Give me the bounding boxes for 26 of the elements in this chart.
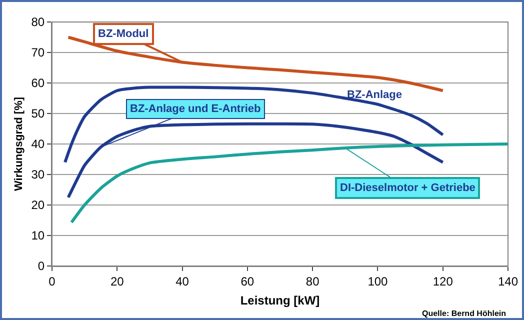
series-label: BZ-Anlage — [347, 89, 402, 101]
y-tick-label: 10 — [31, 228, 45, 243]
line-series — [70, 142, 508, 224]
y-tick-label: 50 — [31, 106, 45, 121]
x-tick-label: 40 — [176, 274, 190, 288]
y-tick-label: 80 — [31, 15, 45, 30]
y-tick-label: 0 — [38, 259, 45, 274]
y-tick-label: 20 — [31, 198, 45, 212]
x-tick-label: 20 — [110, 274, 124, 288]
series-label: BZ-Anlage und E-Antrieb — [130, 103, 262, 115]
y-tick-label: 60 — [31, 76, 45, 90]
x-tick-label: 120 — [432, 274, 454, 288]
y-tick-label: 40 — [31, 137, 45, 152]
x-tick-label: 0 — [48, 274, 56, 288]
x-tick-label: 100 — [368, 274, 388, 288]
x-axis-title: Leistung [kW] — [240, 293, 320, 308]
x-tick-label: 80 — [306, 274, 320, 288]
x-tick-label: 140 — [498, 274, 518, 288]
series-label: BZ-Modul — [98, 28, 149, 40]
y-tick-label: 30 — [31, 168, 45, 182]
y-axis-title: Wirkungsgrad [%] — [12, 96, 25, 192]
line-series — [64, 86, 444, 164]
y-tick-label: 70 — [31, 46, 45, 60]
x-tick-label: 60 — [240, 274, 254, 288]
source-note: Quelle: Bernd Höhlein — [422, 309, 506, 318]
text: DI-Dieselmotor + Getriebe — [340, 182, 476, 194]
